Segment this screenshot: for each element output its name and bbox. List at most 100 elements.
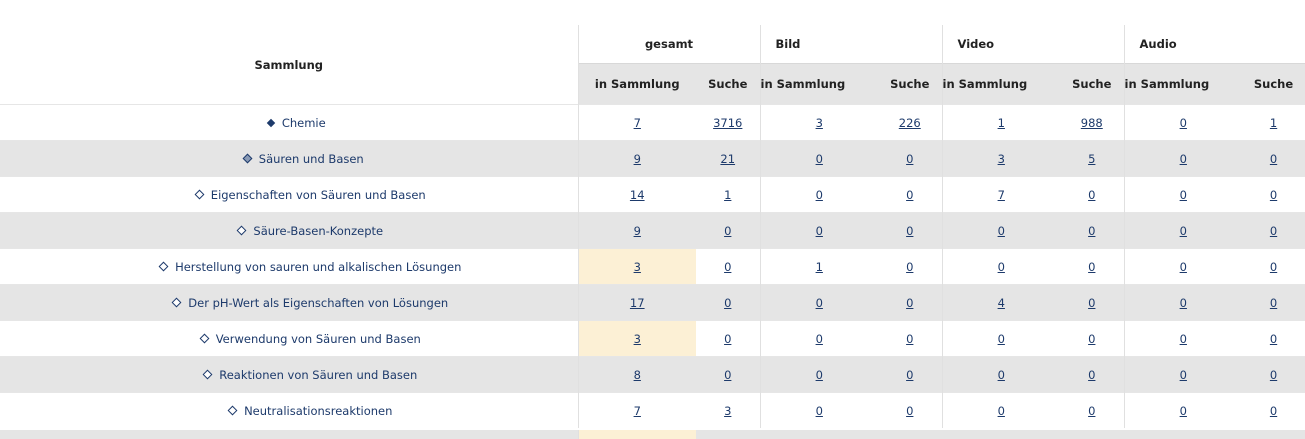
collection-stats-table: Sammlung gesamt Bild Video Audio in Samm… xyxy=(0,25,1305,428)
image-search-cell: 0 xyxy=(878,284,943,321)
video-search-cell: 5 xyxy=(1060,140,1125,177)
video-search-count-link[interactable]: 0 xyxy=(1088,259,1096,274)
video-search-count-link[interactable]: 0 xyxy=(1088,331,1096,346)
category-label[interactable]: Reaktionen von Säuren und Basen xyxy=(219,367,418,382)
audio-in-collection-count-link[interactable]: 0 xyxy=(1179,151,1187,166)
image-search-cell: 0 xyxy=(878,212,943,249)
total-in-collection-count-link[interactable]: 8 xyxy=(633,367,641,382)
total-search-count-link[interactable]: 3 xyxy=(724,403,732,418)
total-in-collection-count-link[interactable]: 17 xyxy=(629,295,645,310)
video-in-collection-count-link[interactable]: 3 xyxy=(997,151,1005,166)
total-in-collection-count-link[interactable]: 9 xyxy=(633,151,641,166)
image-search-count-link[interactable]: 0 xyxy=(906,259,914,274)
category-label[interactable]: Chemie xyxy=(281,115,326,130)
total-in-collection-count-link[interactable]: 7 xyxy=(633,115,641,130)
video-in-collection-count-link[interactable]: 1 xyxy=(997,115,1005,130)
total-search-count-link[interactable]: 0 xyxy=(724,367,732,382)
category-label[interactable]: Säure-Basen-Konzepte xyxy=(253,223,384,238)
image-in-collection-count-link[interactable]: 3 xyxy=(815,115,823,130)
image-search-count-link[interactable]: 0 xyxy=(906,151,914,166)
image-in-collection-count-link[interactable]: 0 xyxy=(815,367,823,382)
category-label[interactable]: Säuren und Basen xyxy=(258,151,364,166)
image-search-count-link[interactable]: 0 xyxy=(906,223,914,238)
image-in-collection-count-link[interactable]: 0 xyxy=(815,223,823,238)
video-in-collection-cell: 7 xyxy=(941,176,1061,213)
image-search-count-link[interactable]: 0 xyxy=(906,187,914,202)
image-in-collection-count-link[interactable]: 0 xyxy=(815,151,823,166)
audio-search-count-link[interactable]: 0 xyxy=(1269,187,1278,202)
total-in-collection-count-link[interactable]: 14 xyxy=(629,187,645,202)
video-in-collection-count-link[interactable]: 0 xyxy=(997,223,1005,238)
total-search-count-link[interactable]: 0 xyxy=(724,331,732,346)
video-in-collection-count-link[interactable]: 0 xyxy=(997,259,1005,274)
audio-search-count-link[interactable]: 0 xyxy=(1269,295,1278,310)
tree-node-open-icon[interactable] xyxy=(199,333,210,343)
tree-node-open-icon[interactable] xyxy=(194,189,205,199)
video-in-collection-count-link[interactable]: 0 xyxy=(997,331,1005,346)
tree-node-open-icon[interactable] xyxy=(227,405,238,415)
total-search-count-link[interactable]: 1 xyxy=(724,187,732,202)
audio-in-collection-count-link[interactable]: 0 xyxy=(1179,295,1187,310)
image-in-collection-count-link[interactable]: 1 xyxy=(815,259,823,274)
video-search-count-link[interactable]: 988 xyxy=(1080,115,1103,130)
audio-search-count-link[interactable]: 0 xyxy=(1269,151,1278,166)
audio-search-count-link[interactable]: 0 xyxy=(1269,259,1278,274)
video-search-count-link[interactable]: 0 xyxy=(1088,295,1096,310)
image-in-collection-count-link[interactable]: 0 xyxy=(815,187,823,202)
category-label[interactable]: Eigenschaften von Säuren und Basen xyxy=(210,187,426,202)
category-label[interactable]: Herstellung von sauren und alkalischen L… xyxy=(175,259,462,274)
audio-search-count-link[interactable]: 0 xyxy=(1269,331,1278,346)
subheader-image-in-collection: in Sammlung xyxy=(759,63,878,105)
image-search-count-link[interactable]: 0 xyxy=(906,295,914,310)
total-search-count-link[interactable]: 0 xyxy=(724,223,732,238)
image-in-collection-count-link[interactable]: 0 xyxy=(815,403,823,418)
total-search-count-link[interactable]: 0 xyxy=(724,259,732,274)
total-in-collection-count-link[interactable]: 3 xyxy=(633,331,641,346)
video-in-collection-count-link[interactable]: 4 xyxy=(997,295,1005,310)
audio-search-count-link[interactable]: 0 xyxy=(1269,223,1278,238)
image-search-count-link[interactable]: 226 xyxy=(898,115,921,130)
tree-node-open-icon[interactable] xyxy=(158,261,169,271)
total-search-cell: 1 xyxy=(696,176,760,213)
video-search-count-link[interactable]: 0 xyxy=(1088,187,1096,202)
category-label[interactable]: Der pH-Wert als Eigenschaften von Lösung… xyxy=(188,295,449,310)
video-search-count-link[interactable]: 0 xyxy=(1088,403,1096,418)
video-search-count-link[interactable]: 0 xyxy=(1088,367,1096,382)
category-label[interactable]: Neutralisationsreaktionen xyxy=(244,403,393,418)
image-in-collection-count-link[interactable]: 0 xyxy=(815,331,823,346)
subheader-video-in-collection: in Sammlung xyxy=(941,63,1061,105)
audio-in-collection-count-link[interactable]: 0 xyxy=(1179,115,1187,130)
tree-node-filled-icon[interactable] xyxy=(266,118,276,127)
row-label-cell: Der pH-Wert als Eigenschaften von Lösung… xyxy=(0,284,579,321)
audio-in-collection-count-link[interactable]: 0 xyxy=(1179,223,1187,238)
audio-search-count-link[interactable]: 0 xyxy=(1269,367,1278,382)
audio-in-collection-count-link[interactable]: 0 xyxy=(1179,331,1187,346)
category-label[interactable]: Verwendung von Säuren und Basen xyxy=(215,331,421,346)
tree-node-half-icon[interactable] xyxy=(242,153,253,163)
video-in-collection-count-link[interactable]: 0 xyxy=(997,367,1005,382)
tree-node-open-icon[interactable] xyxy=(171,297,182,307)
audio-in-collection-count-link[interactable]: 0 xyxy=(1179,367,1187,382)
total-search-count-link[interactable]: 3716 xyxy=(713,115,743,130)
audio-search-count-link[interactable]: 0 xyxy=(1269,403,1278,418)
video-in-collection-count-link[interactable]: 0 xyxy=(997,403,1005,418)
audio-in-collection-count-link[interactable]: 0 xyxy=(1179,187,1187,202)
image-search-count-link[interactable]: 0 xyxy=(906,331,914,346)
total-in-collection-count-link[interactable]: 3 xyxy=(633,259,641,274)
video-search-count-link[interactable]: 0 xyxy=(1088,223,1096,238)
total-search-count-link[interactable]: 21 xyxy=(720,151,736,166)
audio-in-collection-count-link[interactable]: 0 xyxy=(1179,259,1187,274)
tree-node-open-icon[interactable] xyxy=(202,369,213,379)
image-search-count-link[interactable]: 0 xyxy=(906,403,914,418)
total-search-count-link[interactable]: 0 xyxy=(724,295,732,310)
audio-in-collection-count-link[interactable]: 0 xyxy=(1179,403,1187,418)
total-in-collection-count-link[interactable]: 7 xyxy=(633,403,641,418)
image-search-count-link[interactable]: 0 xyxy=(906,367,914,382)
video-search-count-link[interactable]: 5 xyxy=(1088,151,1096,166)
audio-search-count-link[interactable]: 1 xyxy=(1269,115,1278,130)
image-in-collection-count-link[interactable]: 0 xyxy=(815,295,823,310)
total-in-collection-count-link[interactable]: 9 xyxy=(633,223,641,238)
tree-node-open-icon[interactable] xyxy=(236,225,247,235)
image-in-collection-cell: 0 xyxy=(759,140,878,177)
video-in-collection-count-link[interactable]: 7 xyxy=(997,187,1005,202)
